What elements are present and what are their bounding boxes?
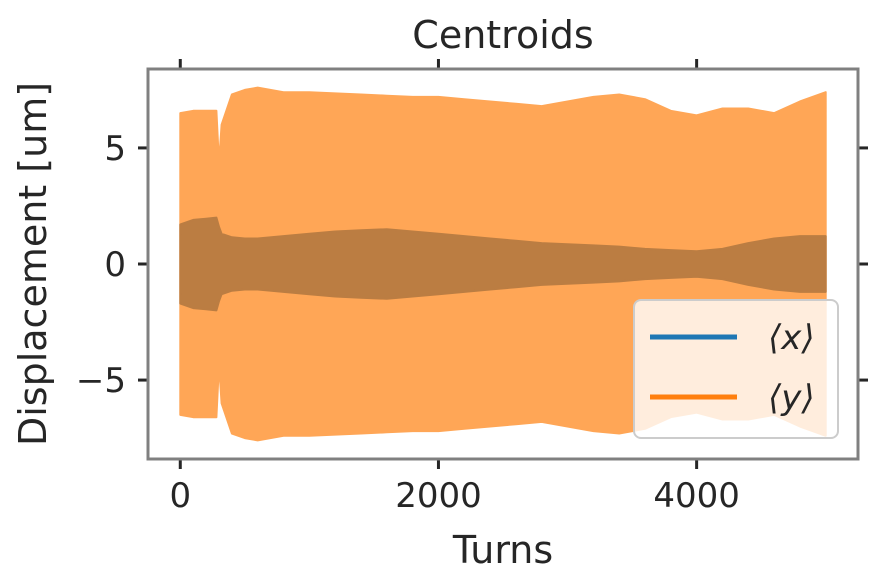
legend-label: ⟨x⟩ <box>768 318 815 358</box>
plot-frame <box>146 67 860 461</box>
series-x-centroid-band <box>179 216 827 312</box>
x-tick-label: 4000 <box>653 476 740 516</box>
y-axis-label: Displacement [um] <box>11 82 55 446</box>
x-tick-label: 2000 <box>395 476 482 516</box>
legend: ⟨x⟩ ⟨y⟩ <box>633 299 839 439</box>
axes-layer: 0 2000 4000 5 0 −5 <box>76 59 868 516</box>
x-axis-label: Turns <box>452 528 553 572</box>
legend-label: ⟨y⟩ <box>768 378 815 418</box>
chart-title: Centroids <box>412 13 593 57</box>
x-tick-label: 0 <box>169 476 191 516</box>
y-tick-label: 0 <box>104 245 126 285</box>
y-tick-label: −5 <box>76 361 126 401</box>
y-tick-label: 5 <box>104 129 126 169</box>
